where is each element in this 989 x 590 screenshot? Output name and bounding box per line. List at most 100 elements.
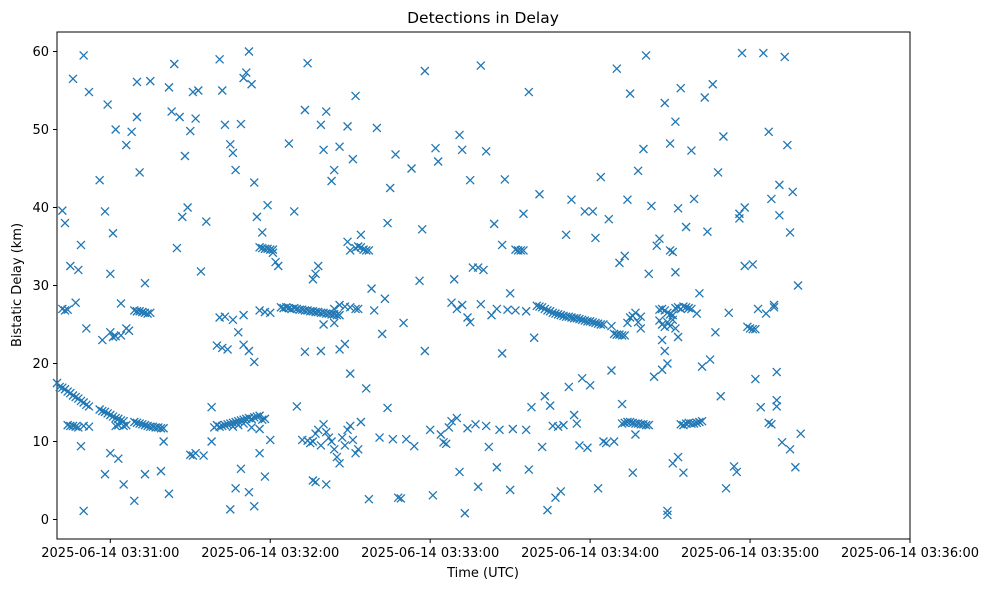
data-point — [81, 400, 91, 410]
data-point — [343, 237, 353, 247]
data-point — [625, 417, 635, 427]
data-point — [545, 401, 555, 411]
data-point — [321, 107, 331, 117]
data-point — [308, 437, 318, 446]
data-point — [332, 452, 342, 462]
data-point — [137, 307, 147, 317]
data-point — [388, 434, 398, 444]
data-point — [105, 448, 115, 458]
data-point — [319, 419, 329, 429]
data-point — [774, 210, 784, 220]
data-point — [633, 317, 643, 327]
data-point — [572, 313, 582, 323]
data-point — [337, 433, 347, 443]
data-point — [692, 309, 702, 319]
data-point — [311, 477, 321, 487]
data-point — [121, 420, 131, 430]
data-point — [228, 418, 238, 428]
data-point — [564, 312, 574, 322]
data-point — [81, 323, 91, 333]
x-axis-title: Time (UTC) — [446, 566, 519, 581]
data-point — [769, 300, 779, 310]
data-point — [244, 487, 254, 497]
data-point — [369, 306, 379, 315]
data-point — [335, 142, 345, 152]
data-point — [553, 309, 563, 319]
x-tick-label: 2025-06-14 03:35:00 — [681, 546, 819, 561]
data-point — [108, 412, 118, 421]
data-point — [95, 175, 105, 185]
data-point — [697, 416, 707, 426]
data-point — [543, 306, 552, 315]
data-point — [231, 483, 241, 493]
data-point — [766, 419, 776, 429]
data-point — [319, 320, 329, 329]
data-point — [622, 195, 632, 205]
data-point — [689, 419, 699, 429]
data-point — [641, 50, 651, 60]
data-point — [316, 440, 326, 450]
x-axis: 2025-06-14 03:31:00 2025-06-14 03:32:00 20… — [41, 539, 979, 561]
data-point — [348, 154, 358, 164]
data-point — [646, 201, 656, 211]
data-point — [284, 139, 294, 148]
data-point — [598, 320, 608, 329]
data-point — [265, 245, 275, 255]
data-point — [348, 435, 358, 445]
data-point — [68, 74, 78, 84]
data-point — [164, 82, 174, 92]
data-point — [785, 444, 795, 454]
data-point — [383, 218, 392, 228]
data-point — [748, 324, 758, 334]
data-point — [601, 438, 611, 448]
data-point — [790, 462, 800, 472]
data-point — [662, 359, 672, 368]
data-point — [76, 396, 86, 406]
data-point — [225, 504, 235, 514]
data-point — [225, 139, 235, 149]
data-point — [662, 317, 672, 327]
data-point — [588, 206, 598, 216]
data-point — [220, 420, 230, 430]
data-point — [228, 315, 238, 325]
data-point — [353, 444, 363, 454]
data-point — [103, 100, 113, 109]
data-point — [215, 422, 225, 432]
data-point — [582, 443, 592, 453]
data-point — [265, 308, 275, 318]
data-point — [111, 125, 121, 134]
data-point — [324, 433, 334, 443]
data-point — [758, 48, 768, 58]
data-point — [271, 257, 281, 267]
data-point — [708, 79, 718, 89]
data-point — [364, 245, 374, 255]
data-point — [697, 362, 707, 372]
data-point — [255, 448, 265, 458]
data-point — [545, 306, 555, 316]
data-point — [73, 265, 83, 275]
data-point — [668, 247, 678, 257]
data-point — [207, 402, 217, 412]
data-point — [223, 419, 233, 429]
data-point — [220, 120, 230, 130]
data-point — [249, 501, 259, 511]
data-point — [660, 346, 670, 356]
data-point — [140, 278, 150, 288]
data-point — [476, 61, 486, 70]
data-point — [116, 330, 126, 340]
data-point — [292, 401, 302, 411]
data-point — [681, 302, 691, 312]
data-point — [79, 50, 89, 60]
data-point — [73, 423, 83, 432]
data-point — [385, 183, 395, 193]
data-point — [84, 401, 94, 411]
data-point — [689, 194, 699, 204]
data-point — [215, 54, 225, 64]
data-point — [345, 302, 355, 312]
data-point — [188, 87, 198, 97]
data-point — [300, 105, 310, 115]
data-point — [452, 413, 462, 423]
data-point — [196, 267, 206, 276]
data-point — [335, 300, 345, 310]
data-point — [577, 315, 587, 325]
